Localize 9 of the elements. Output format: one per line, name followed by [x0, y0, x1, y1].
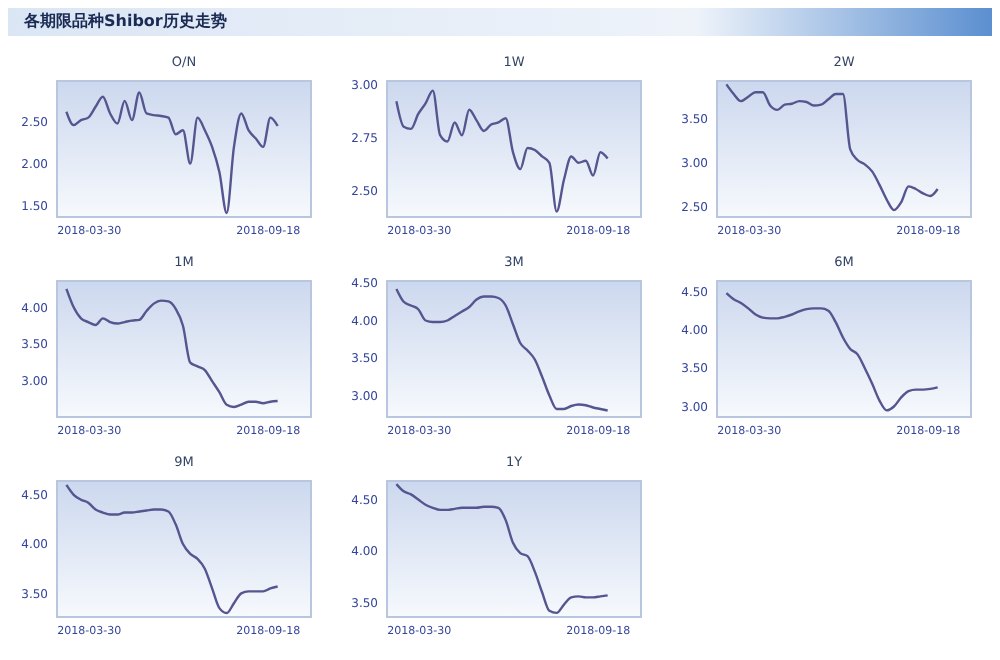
- line-series: [725, 291, 939, 412]
- line-series: [65, 287, 279, 409]
- line-series: [725, 83, 939, 212]
- line-series: [395, 287, 609, 412]
- line-series: [65, 91, 279, 215]
- line-series: [395, 482, 609, 615]
- text: 各期限品种Shibor历史走势: [8, 8, 992, 36]
- line-series: [65, 483, 279, 615]
- line-series: [395, 89, 609, 213]
